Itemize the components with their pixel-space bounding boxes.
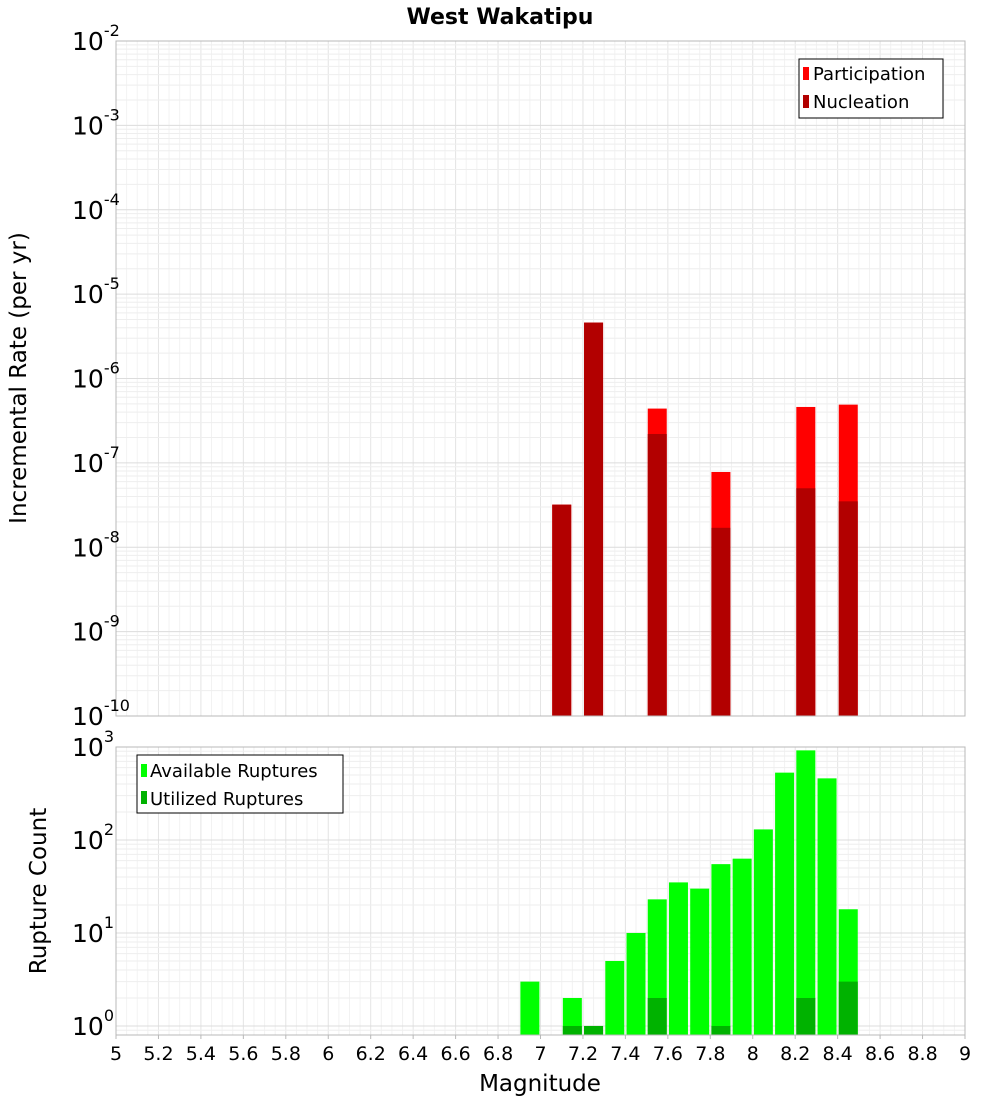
count-bar-a xyxy=(817,778,837,1035)
count-bar-b xyxy=(562,1025,582,1035)
rate-legend: Participation Nucleation xyxy=(798,58,944,119)
x-tick-label: 5.6 xyxy=(228,1043,258,1065)
rate-y-tick-label: 10-7 xyxy=(72,443,120,478)
rate-y-tick-label: 10-5 xyxy=(72,274,120,309)
count-bar-a xyxy=(605,960,625,1035)
rate-panel: 10-10 10-9 10-8 10-7 10-6 10-5 10-4 10-3 10-2 In… xyxy=(6,21,966,731)
x-tick-label: 8.2 xyxy=(780,1043,810,1065)
count-bar-a xyxy=(732,858,752,1035)
rate-y-tick-label: 10-10 xyxy=(72,696,130,731)
count-y-ticks: 100 101 102 103 xyxy=(72,727,114,1041)
count-bar-b xyxy=(647,997,667,1035)
x-tick-label: 5.2 xyxy=(143,1043,173,1065)
count-bar-b xyxy=(711,1025,731,1035)
count-y-tick-label: 103 xyxy=(72,727,114,762)
x-tick-label: 8.4 xyxy=(823,1043,853,1065)
x-tick-label: 6.2 xyxy=(356,1043,386,1065)
count-y-tick-label: 101 xyxy=(72,913,114,948)
rate-bar-b xyxy=(711,527,731,716)
utilized-legend-label: Utilized Ruptures xyxy=(150,789,303,810)
x-tick-label: 8 xyxy=(747,1043,759,1065)
rate-y-tick-label: 10-8 xyxy=(72,527,120,562)
x-tick-label: 8.6 xyxy=(865,1043,895,1065)
rate-bar-b xyxy=(584,322,604,716)
count-bar-a xyxy=(775,772,795,1035)
x-tick-label: 6.6 xyxy=(440,1043,470,1065)
nucleation-swatch xyxy=(803,95,809,108)
rate-y-tick-label: 10-6 xyxy=(72,359,120,394)
rate-y-tick-label: 10-2 xyxy=(72,21,120,56)
count-bar-a xyxy=(520,981,540,1035)
rate-legend-box xyxy=(798,58,944,119)
rate-y-ticks: 10-10 10-9 10-8 10-7 10-6 10-5 10-4 10-3 10-2 xyxy=(72,21,130,731)
count-legend-box xyxy=(136,754,344,814)
x-tick-label: 7.4 xyxy=(610,1043,640,1065)
count-bar-a xyxy=(668,882,688,1035)
count-y-axis-label: Rupture Count xyxy=(26,808,52,974)
nucleation-legend-label: Nucleation xyxy=(813,92,909,113)
count-bar-a xyxy=(753,829,773,1035)
participation-legend-label: Participation xyxy=(813,64,925,85)
x-tick-label: 7 xyxy=(534,1043,546,1065)
count-legend: Available Ruptures Utilized Ruptures xyxy=(136,754,344,814)
count-bar-a xyxy=(562,997,582,1035)
x-tick-label: 6.4 xyxy=(398,1043,428,1065)
count-y-tick-label: 100 xyxy=(72,1006,114,1041)
x-tick-label: 7.2 xyxy=(568,1043,598,1065)
available-swatch xyxy=(141,764,147,777)
rate-y-tick-label: 10-4 xyxy=(72,190,120,225)
participation-swatch xyxy=(803,67,809,80)
count-bar-b xyxy=(796,997,816,1035)
x-tick-label: 5.4 xyxy=(186,1043,216,1065)
count-bar-a xyxy=(796,750,816,1035)
count-bar-a xyxy=(711,864,731,1035)
count-x-ticks: 5 5.2 5.4 5.6 5.8 6 6.2 6.4 6.6 6.8 7 7.2 7.4 7.6 7.8 8… xyxy=(110,1035,971,1065)
x-tick-label: 8.8 xyxy=(907,1043,937,1065)
x-tick-label: 6.8 xyxy=(483,1043,513,1065)
count-bars xyxy=(520,750,858,1035)
rate-bar-b xyxy=(838,501,858,716)
x-tick-label: 5.8 xyxy=(271,1043,301,1065)
rate-y-tick-label: 10-9 xyxy=(72,612,120,647)
count-bar-b xyxy=(584,1025,604,1035)
rate-y-axis-label: Incremental Rate (per yr) xyxy=(6,232,32,524)
rate-bar-b xyxy=(796,488,816,716)
x-tick-label: 7.6 xyxy=(653,1043,683,1065)
x-tick-label: 5 xyxy=(110,1043,122,1065)
available-legend-label: Available Ruptures xyxy=(150,761,318,782)
count-bar-a xyxy=(626,932,646,1035)
count-panel: 100 101 102 103 5 5.2 5.4 5.6 5.8 6 6.2 6.4 6.6 6.8 7… xyxy=(26,727,971,1097)
x-axis-label: Magnitude xyxy=(479,1071,601,1097)
utilized-swatch xyxy=(141,791,147,804)
rate-bar-b xyxy=(647,433,667,716)
rate-plot-frame xyxy=(115,40,966,717)
count-bar-a xyxy=(690,888,710,1035)
rate-bars xyxy=(552,322,858,716)
rate-grid xyxy=(115,41,966,717)
x-tick-label: 7.8 xyxy=(695,1043,725,1065)
count-y-tick-label: 102 xyxy=(72,820,114,855)
rate-bar-b xyxy=(552,504,572,716)
count-bar-b xyxy=(838,981,858,1035)
x-tick-label: 6 xyxy=(322,1043,334,1065)
x-tick-label: 9 xyxy=(959,1043,971,1065)
chart-title: West Wakatipu xyxy=(407,5,594,30)
rate-y-tick-label: 10-3 xyxy=(72,105,120,140)
